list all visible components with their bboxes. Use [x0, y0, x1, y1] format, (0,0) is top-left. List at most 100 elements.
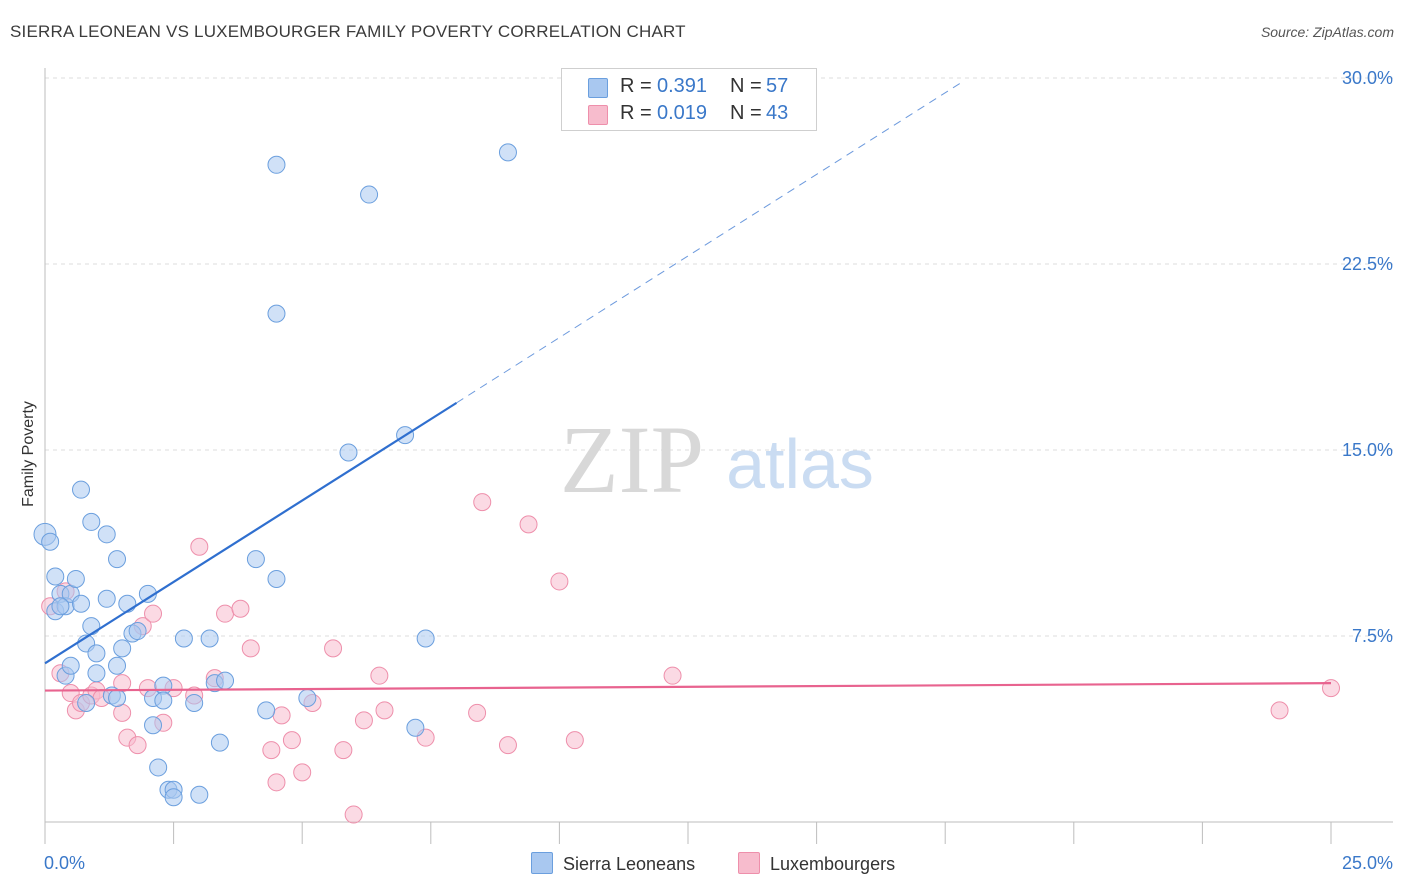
- data-point-sierra-leonean: [97, 525, 116, 544]
- data-point-sierra-leonean: [267, 569, 286, 588]
- bottom-legend-label: Sierra Leoneans: [563, 854, 696, 874]
- data-point-luxembourger: [1270, 701, 1289, 720]
- bottom-legend-swatch-blue: [531, 852, 553, 874]
- data-point-sierra-leonean: [66, 569, 85, 588]
- data-point-sierra-leonean: [72, 594, 91, 613]
- trend-line-luxembourgers: [44, 682, 1332, 692]
- legend-swatch-blue: [588, 78, 608, 98]
- data-point-sierra-leonean: [360, 185, 379, 204]
- data-point-luxembourger: [334, 741, 353, 760]
- y-tick-label: 22.5%: [1342, 254, 1393, 274]
- data-point-luxembourger: [344, 805, 363, 824]
- data-point-sierra-leonean: [190, 785, 209, 804]
- data-point-sierra-leonean: [118, 594, 137, 613]
- legend-swatch-pink: [588, 105, 608, 125]
- data-point-sierra-leonean: [149, 758, 168, 777]
- data-point-luxembourger: [473, 493, 492, 512]
- x-tick-label: 0.0%: [44, 853, 85, 873]
- bottom-legend-swatch-pink: [738, 852, 760, 874]
- data-point-luxembourger: [565, 731, 584, 750]
- tick-labels: 7.5% 15.0% 22.5% 30.0% 0.0% 25.0%: [44, 68, 1393, 873]
- data-point-luxembourger: [128, 736, 147, 755]
- trend-lines: [44, 82, 1332, 692]
- data-point-sierra-leonean: [87, 664, 106, 683]
- legend-r-value: 0.391: [657, 75, 708, 97]
- legend-n-value: 57: [766, 75, 789, 97]
- data-point-luxembourger: [354, 711, 373, 730]
- chart-source: Source: ZipAtlas.com: [1260, 24, 1394, 40]
- data-point-luxembourger: [663, 666, 682, 685]
- data-point-luxembourger: [144, 604, 163, 623]
- data-point-sierra-leonean: [108, 656, 127, 675]
- legend-n-value: 43: [766, 102, 789, 124]
- data-point-luxembourger: [262, 741, 281, 760]
- data-point-sierra-leonean: [257, 701, 276, 720]
- data-point-luxembourger: [293, 763, 312, 782]
- legend-n-label: N =: [730, 102, 762, 124]
- y-tick-label: 7.5%: [1352, 626, 1393, 646]
- data-point-luxembourger: [241, 639, 260, 658]
- data-point-sierra-leonean: [298, 689, 317, 707]
- data-point-sierra-leonean: [46, 567, 65, 586]
- data-point-sierra-leonean: [113, 639, 132, 658]
- legend-n-label: N =: [730, 75, 762, 97]
- data-point-sierra-leonean: [87, 644, 106, 663]
- series-sierra-leoneans: [33, 143, 517, 807]
- chart-title: SIERRA LEONEAN VS LUXEMBOURGER FAMILY PO…: [10, 22, 686, 41]
- data-point-sierra-leonean: [267, 304, 286, 323]
- data-point-sierra-leonean: [128, 622, 147, 641]
- data-point-sierra-leonean: [216, 671, 235, 690]
- legend-r-label: R =: [620, 75, 652, 97]
- data-point-luxembourger: [267, 773, 286, 792]
- data-point-sierra-leonean: [339, 443, 358, 462]
- data-point-luxembourger: [216, 604, 235, 623]
- legend-r-label: R =: [620, 102, 652, 124]
- data-point-sierra-leonean: [185, 693, 204, 712]
- x-tick-label: 25.0%: [1342, 853, 1393, 873]
- data-point-sierra-leonean: [77, 693, 96, 712]
- data-point-sierra-leonean: [246, 550, 265, 569]
- data-point-sierra-leonean: [108, 689, 127, 707]
- data-point-sierra-leonean: [267, 155, 286, 174]
- data-point-sierra-leonean: [108, 550, 127, 569]
- data-point-sierra-leonean: [154, 691, 173, 710]
- data-point-sierra-leonean: [498, 143, 517, 162]
- data-point-luxembourger: [370, 666, 389, 685]
- bottom-legend-sierra-leoneans: Sierra Leoneans: [531, 852, 695, 876]
- watermark-zip: ZIP: [560, 406, 704, 513]
- data-point-luxembourger: [519, 515, 538, 534]
- correlation-legend: R = 0.391 N = 57 R = 0.019 N = 43: [561, 68, 817, 131]
- legend-r-value: 0.019: [657, 102, 708, 124]
- data-point-sierra-leonean: [51, 597, 70, 616]
- data-point-sierra-leonean: [61, 656, 80, 675]
- data-point-sierra-leonean: [210, 733, 229, 752]
- data-point-sierra-leonean: [72, 480, 91, 499]
- watermark-atlas: atlas: [726, 425, 874, 503]
- data-point-luxembourger: [282, 731, 301, 750]
- y-tick-label: 30.0%: [1342, 68, 1393, 88]
- watermark: ZIP atlas: [560, 406, 874, 513]
- bottom-legend-luxembourgers: Luxembourgers: [738, 852, 895, 876]
- grid-lines: [45, 77, 1393, 637]
- data-point-sierra-leonean: [82, 512, 101, 531]
- trend-line-sierra-leoneans: [44, 401, 458, 665]
- data-point-sierra-leonean: [82, 617, 101, 636]
- data-point-sierra-leonean: [200, 629, 219, 648]
- data-point-sierra-leonean: [164, 788, 183, 807]
- data-point-sierra-leonean: [416, 629, 435, 648]
- data-point-sierra-leonean: [41, 532, 60, 551]
- data-point-luxembourger: [190, 537, 209, 556]
- bottom-legend-label: Luxembourgers: [770, 854, 896, 874]
- data-point-sierra-leonean: [97, 589, 116, 608]
- data-point-luxembourger: [324, 639, 343, 658]
- data-point-sierra-leonean: [144, 716, 163, 735]
- data-point-sierra-leonean: [406, 718, 425, 737]
- data-point-luxembourger: [272, 706, 291, 725]
- data-point-luxembourger: [375, 701, 394, 720]
- data-point-luxembourger: [468, 703, 487, 722]
- data-point-luxembourger: [550, 572, 569, 591]
- axes: [44, 68, 1393, 844]
- data-point-sierra-leonean: [174, 629, 193, 648]
- data-point-luxembourger: [231, 599, 250, 618]
